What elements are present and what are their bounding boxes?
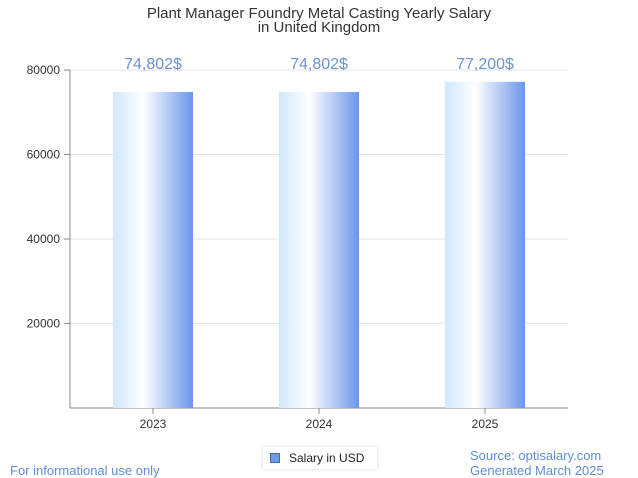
x-tick-label: 2023 xyxy=(140,417,167,431)
disclaimer-text: For informational use only xyxy=(10,463,160,478)
y-tick-label: 40000 xyxy=(27,232,61,246)
generated-date: Generated March 2025 xyxy=(470,463,604,478)
chart-title-line-1: Plant Manager Foundry Metal Casting Year… xyxy=(147,5,492,22)
legend-swatch-icon xyxy=(270,453,280,463)
data-labels: 74,802$ 74,802$ 77,200$ xyxy=(124,56,514,73)
y-tick-label: 60000 xyxy=(27,148,61,162)
bar-data-label: 74,802$ xyxy=(290,56,348,73)
bar-2023[interactable] xyxy=(113,91,193,408)
bars xyxy=(113,81,525,408)
chart-title-line-2: in United Kingdom xyxy=(258,19,381,36)
bar-2024[interactable] xyxy=(279,91,359,408)
source-block: Source: optisalary.com Generated March 2… xyxy=(470,448,604,478)
legend[interactable]: Salary in USD xyxy=(263,447,377,469)
source-text: Source: optisalary.com xyxy=(470,448,602,463)
tick-labels: 20000 40000 60000 80000 2023 2024 2025 xyxy=(27,63,499,431)
y-tick-label: 20000 xyxy=(27,317,61,331)
x-tick-label: 2025 xyxy=(472,417,499,431)
bar-data-label: 77,200$ xyxy=(456,56,514,73)
bar-data-label: 74,802$ xyxy=(124,56,182,73)
y-tick-label: 80000 xyxy=(27,63,61,77)
bar-2025[interactable] xyxy=(445,81,525,408)
legend-label: Salary in USD xyxy=(289,451,365,465)
x-tick-label: 2024 xyxy=(306,417,333,431)
